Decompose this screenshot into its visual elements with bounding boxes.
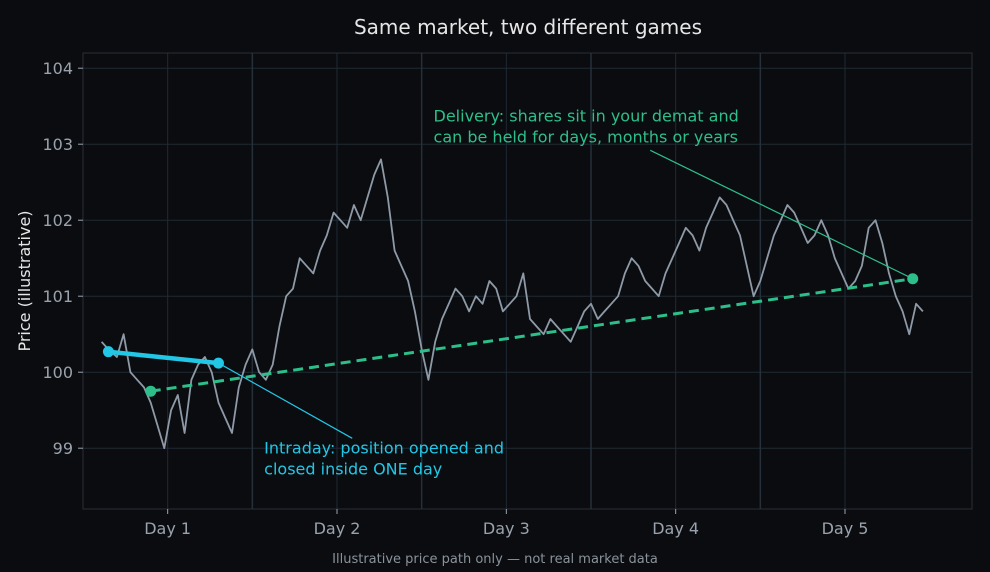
footnote: Illustrative price path only — not real … — [332, 552, 658, 567]
intraday-line — [106, 349, 221, 366]
chart-title: Same market, two different games — [354, 15, 702, 39]
x-tick-labels: Day 1 Day 2 Day 3 Day 4 Day 5 — [144, 509, 868, 538]
delivery-annotation-text: Delivery: shares sit in your demat and — [434, 106, 739, 125]
y-tick-label: 100 — [42, 363, 73, 382]
x-tick-label: Day 3 — [483, 519, 530, 538]
series-layer — [100, 158, 924, 450]
x-tick-label: Day 1 — [144, 519, 191, 538]
y-tick-labels: 99 100 101 102 103 104 — [42, 59, 83, 458]
y-tick-label: 99 — [53, 439, 73, 458]
delivery-line — [150, 277, 913, 393]
intraday-annotation-arrow — [218, 362, 353, 439]
intraday-annotation-text: closed inside ONE day — [264, 460, 442, 479]
plot-frame — [82, 52, 973, 510]
y-tick-label: 102 — [42, 211, 73, 230]
annotation-layer: Delivery: shares sit in your demat and ca… — [218, 106, 913, 479]
delivery-point — [145, 385, 157, 397]
x-tick-label: Day 5 — [822, 519, 869, 538]
y-tick-label: 103 — [42, 135, 73, 154]
y-tick-label: 104 — [42, 59, 73, 78]
y-tick-label: 101 — [42, 287, 73, 306]
intraday-annotation-text: Intraday: position opened and — [264, 439, 504, 458]
intraday-point — [102, 346, 114, 358]
x-tick-label: Day 2 — [314, 519, 361, 538]
delivery-annotation-text: can be held for days, months or years — [434, 127, 738, 146]
delivery-annotation-arrow — [650, 149, 913, 280]
price-line — [100, 158, 924, 450]
y-axis-label: Price (illustrative) — [15, 210, 34, 351]
x-tick-label: Day 4 — [652, 519, 699, 538]
